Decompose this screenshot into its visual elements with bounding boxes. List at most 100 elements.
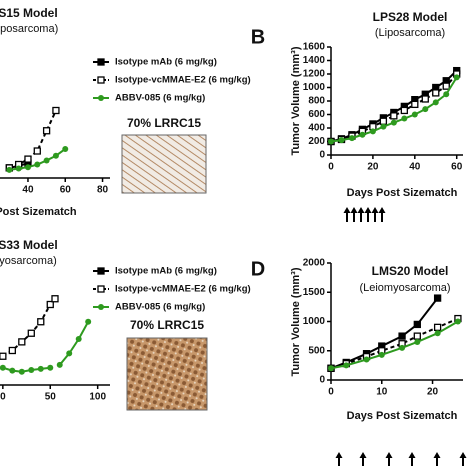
data-point bbox=[433, 294, 442, 302]
data-point bbox=[454, 318, 461, 325]
legend-marker bbox=[97, 76, 105, 84]
data-point bbox=[390, 119, 397, 126]
data-point bbox=[24, 164, 31, 171]
data-point bbox=[411, 100, 419, 109]
y-tick-label: 800 bbox=[308, 96, 325, 107]
data-point bbox=[46, 300, 54, 309]
y-tick-label: 2000 bbox=[303, 258, 326, 269]
y-tick-label: 1000 bbox=[303, 82, 326, 93]
legend-marker bbox=[97, 58, 105, 66]
data-point bbox=[24, 155, 32, 163]
data-point bbox=[400, 106, 408, 115]
x-axis-label: Days Post Sizematch bbox=[347, 187, 458, 199]
data-point bbox=[363, 356, 370, 363]
dose-arrow-head bbox=[371, 207, 379, 213]
dose-arrow-head bbox=[335, 452, 343, 458]
data-point bbox=[52, 152, 59, 159]
image-label: 70% LRRC15 bbox=[127, 116, 201, 130]
legend-label: Isotype-vcMMAE-E2 (6 mg/kg) bbox=[115, 284, 251, 295]
y-tick-label: 200 bbox=[308, 136, 325, 147]
data-point bbox=[85, 318, 92, 325]
data-point bbox=[328, 365, 334, 372]
data-point bbox=[432, 89, 440, 97]
dose-arrow-head bbox=[378, 207, 386, 213]
data-point bbox=[42, 127, 51, 135]
data-point bbox=[0, 352, 7, 360]
x-tick-label: 60 bbox=[60, 185, 72, 196]
data-point bbox=[348, 135, 355, 142]
data-point bbox=[62, 145, 69, 152]
data-point bbox=[399, 344, 406, 351]
x-tick-label: 40 bbox=[409, 162, 421, 173]
ihc-image bbox=[126, 337, 208, 411]
data-point bbox=[15, 165, 22, 172]
data-point bbox=[66, 350, 73, 357]
y-tick-label: 1200 bbox=[303, 69, 326, 80]
x-tick-label: 0 bbox=[328, 387, 334, 398]
chart-title: LPS28 Model bbox=[373, 10, 448, 24]
data-point bbox=[34, 161, 41, 168]
chart-subtitle: yosarcoma) bbox=[0, 255, 57, 267]
data-point bbox=[401, 115, 408, 122]
data-point bbox=[52, 106, 60, 115]
data-point bbox=[378, 351, 385, 358]
y-tick-label: 1400 bbox=[303, 55, 326, 66]
data-point bbox=[51, 295, 59, 303]
data-point bbox=[18, 338, 26, 346]
series-line bbox=[330, 317, 459, 370]
data-point bbox=[398, 332, 406, 340]
data-point bbox=[18, 368, 25, 375]
dose-arrow-head bbox=[357, 207, 365, 213]
chart-title: S33 Model bbox=[0, 238, 58, 252]
dose-arrow-head bbox=[343, 207, 351, 213]
panel-label: D bbox=[251, 258, 265, 280]
chart-subtitle: iposarcoma) bbox=[0, 23, 58, 35]
data-point bbox=[432, 99, 439, 106]
data-point bbox=[413, 320, 421, 329]
series-line bbox=[330, 320, 459, 370]
y-tick-label: 1000 bbox=[303, 316, 326, 327]
data-point bbox=[328, 138, 334, 145]
x-tick-label: 10 bbox=[376, 387, 388, 398]
chart-title: LMS20 Model bbox=[372, 264, 449, 278]
data-point bbox=[421, 95, 429, 103]
panel-label: B bbox=[251, 26, 265, 48]
data-point bbox=[433, 323, 442, 332]
data-point bbox=[411, 111, 418, 118]
data-point bbox=[369, 128, 376, 135]
data-point bbox=[33, 147, 41, 155]
legend-marker bbox=[98, 304, 104, 310]
data-point bbox=[390, 112, 398, 120]
x-tick-label: 60 bbox=[451, 162, 463, 173]
data-point bbox=[343, 362, 350, 369]
y-tick-label: 1500 bbox=[303, 287, 326, 298]
data-point bbox=[0, 364, 6, 371]
dose-arrow-head bbox=[459, 452, 467, 458]
x-axis-label: Days Post Sizematch bbox=[347, 410, 458, 422]
legend-label: Isotype-vcMMAE-E2 (6 mg/kg) bbox=[115, 75, 251, 86]
legend-label: ABBV-085 (6 mg/kg) bbox=[115, 93, 205, 104]
image-label: 70% LRRC15 bbox=[130, 318, 204, 332]
dose-arrow-head bbox=[359, 452, 367, 458]
x-tick-label: 0 bbox=[0, 392, 6, 403]
dose-arrow-head bbox=[408, 452, 416, 458]
dose-arrow-head bbox=[364, 207, 372, 213]
dose-arrow-head bbox=[385, 452, 393, 458]
legend-label: Isotype mAb (6 mg/kg) bbox=[115, 57, 217, 68]
data-point bbox=[56, 361, 63, 368]
legend-marker bbox=[97, 267, 105, 275]
y-tick-label: 0 bbox=[319, 150, 325, 161]
data-point bbox=[359, 131, 366, 138]
legend-label: ABBV-085 (6 mg/kg) bbox=[115, 302, 205, 313]
data-point bbox=[434, 330, 441, 337]
data-point bbox=[453, 74, 460, 81]
x-tick-label: 40 bbox=[22, 185, 34, 196]
x-tick-label: 0 bbox=[328, 162, 334, 173]
data-point bbox=[8, 346, 16, 355]
data-point bbox=[379, 117, 388, 125]
y-tick-label: 1600 bbox=[303, 42, 326, 53]
data-point bbox=[414, 338, 421, 345]
data-point bbox=[37, 318, 45, 326]
